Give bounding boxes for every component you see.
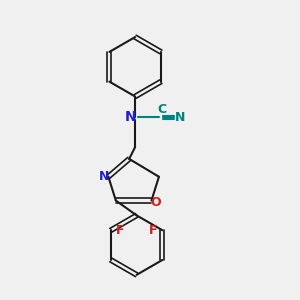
Text: C: C [157, 103, 167, 116]
Text: N: N [99, 170, 109, 183]
Text: F: F [116, 224, 124, 237]
Text: N: N [175, 111, 185, 124]
Text: F: F [149, 224, 158, 237]
Text: O: O [151, 196, 161, 208]
Text: N: N [125, 110, 136, 124]
